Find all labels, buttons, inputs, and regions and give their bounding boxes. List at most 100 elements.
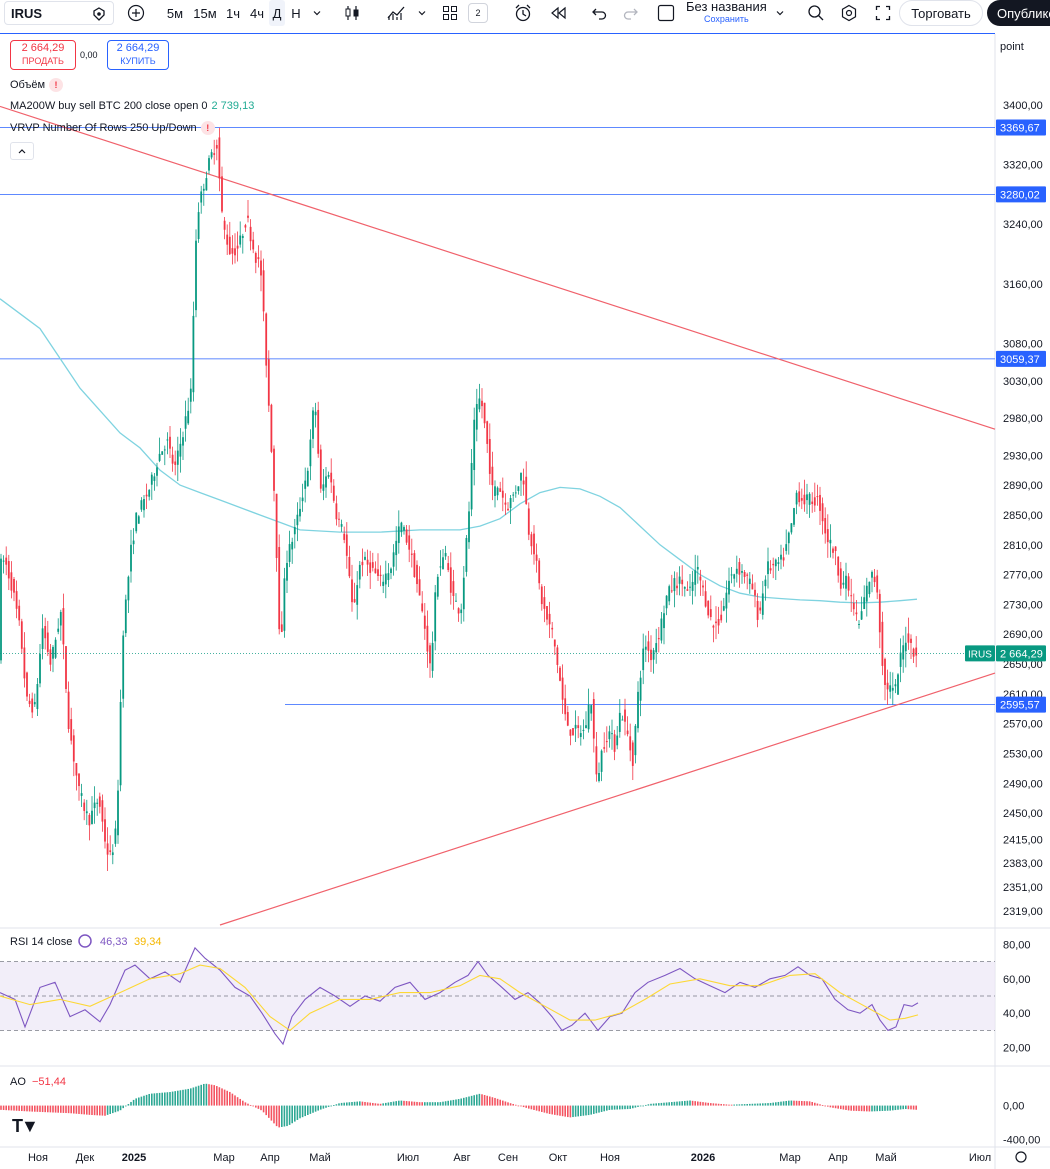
candle-body — [769, 568, 772, 571]
ao-bar — [447, 1100, 449, 1106]
interval-day[interactable]: Д — [269, 0, 285, 26]
interval-1h[interactable]: 1ч — [225, 5, 240, 21]
ao-bar — [694, 1101, 696, 1106]
candle-body — [761, 593, 764, 615]
chevron-down-icon[interactable] — [309, 0, 325, 26]
ao-bar — [723, 1104, 725, 1106]
candle-body — [561, 677, 564, 700]
candle-body — [457, 608, 460, 614]
quick-search-icon[interactable] — [805, 0, 827, 26]
chevron-down-icon[interactable] — [414, 0, 430, 26]
interval-4h[interactable]: 4ч — [249, 5, 264, 21]
candle-body — [764, 579, 767, 587]
trade-button[interactable]: Торговать — [899, 0, 983, 26]
warning-icon[interactable]: ! — [200, 121, 215, 135]
symbol-search[interactable]: IRUS — [4, 1, 114, 25]
candle-body — [538, 560, 541, 584]
candle-body — [262, 270, 265, 312]
candle-body — [348, 556, 351, 577]
ao-bar — [36, 1105, 39, 1112]
sell-button[interactable]: 2 664,29 ПРОДАТЬ — [10, 40, 76, 70]
candle-body — [751, 583, 754, 590]
ao-bar — [41, 1105, 44, 1113]
ao-bar — [366, 1102, 369, 1106]
ao-bar — [335, 1104, 338, 1106]
replay-icon[interactable] — [546, 0, 570, 26]
legend-volume[interactable]: Объём ! — [10, 78, 64, 92]
ao-bar — [275, 1105, 278, 1127]
publish-button[interactable]: Опублико — [987, 0, 1050, 26]
buy-button[interactable]: 2 664,29 КУПИТЬ — [107, 40, 169, 70]
ao-bar — [478, 1093, 481, 1106]
candle-body — [621, 719, 624, 721]
candle-body — [481, 400, 483, 407]
candle-body — [686, 589, 689, 591]
ao-bar — [372, 1102, 374, 1106]
candle-body — [837, 556, 840, 576]
ao-bar — [301, 1105, 304, 1118]
candle-body — [496, 487, 499, 496]
ao-bar — [187, 1088, 189, 1106]
checkbox-icon[interactable] — [655, 0, 677, 26]
ao-bar — [741, 1104, 743, 1106]
candle-body — [678, 576, 681, 584]
price-scale-mode[interactable]: point — [1000, 41, 1024, 53]
interval-5m[interactable]: 5м — [166, 5, 184, 21]
ao-bar — [374, 1103, 377, 1106]
ao-bar — [491, 1097, 494, 1106]
time-tick-label: Май — [875, 1152, 897, 1164]
level-price-tag — [996, 350, 1046, 367]
candle-body — [907, 633, 910, 643]
undo-icon[interactable] — [588, 0, 610, 26]
layout-name[interactable]: Без названия Сохранить — [686, 0, 767, 26]
candle-body — [889, 685, 892, 692]
fullscreen-icon[interactable] — [872, 0, 894, 26]
ao-bar — [421, 1102, 423, 1106]
rsi-tick-label: 80,00 — [1003, 939, 1031, 951]
interval-week[interactable]: Н — [291, 5, 301, 21]
ao-bar — [426, 1102, 429, 1106]
settings-gear-icon[interactable] — [838, 0, 860, 26]
candle-body — [283, 578, 286, 631]
legend-vrvp[interactable]: VRVP Number Of Rows 250 Up/Down ! — [10, 121, 215, 135]
ao-bar — [424, 1102, 426, 1106]
price-tick-label: 3400,00 — [1003, 100, 1043, 112]
ao-bar — [177, 1090, 179, 1106]
candle-body — [637, 691, 639, 729]
layout-grid-icon[interactable] — [440, 0, 460, 26]
buy-label: КУПИТЬ — [120, 56, 156, 66]
level-price-label: 3059,37 — [1000, 354, 1040, 366]
chevron-down-icon[interactable] — [772, 0, 788, 26]
ao-bar — [858, 1105, 860, 1112]
candle-body — [696, 566, 699, 570]
ao-bar — [431, 1102, 434, 1106]
ao-tick-label: -400,00 — [1003, 1134, 1040, 1146]
candle-body — [62, 608, 65, 645]
layout-save-link[interactable]: Сохранить — [704, 14, 749, 24]
time-tick-label: Ноя — [600, 1152, 620, 1164]
warning-icon[interactable]: ! — [49, 78, 64, 92]
candle-body — [314, 411, 317, 416]
candle-body — [600, 750, 603, 772]
collapse-legend-button[interactable] — [10, 142, 34, 160]
alert-clock-icon[interactable] — [511, 0, 535, 26]
level-price-tag — [996, 119, 1046, 136]
chart-canvas[interactable]: 3400,00 3320,00 3240,00 3160,00 3080,00 3030,… — [0, 34, 1050, 1169]
ao-bar — [304, 1105, 306, 1117]
ao-bar — [509, 1103, 512, 1106]
rsi-tick-label: 20,00 — [1003, 1043, 1031, 1055]
layout-count-badge[interactable]: 2 — [468, 3, 488, 23]
candles-icon[interactable] — [341, 0, 363, 26]
ao-bar — [483, 1095, 486, 1106]
add-to-watchlist-icon[interactable] — [91, 6, 107, 25]
interval-15m[interactable]: 15м — [193, 5, 217, 21]
candle-body — [876, 575, 879, 593]
legend-ma[interactable]: MA200W buy sell BTC 200 close open 0 2 7… — [10, 100, 254, 112]
compare-add-icon[interactable] — [124, 0, 148, 26]
redo-icon[interactable] — [620, 0, 642, 26]
candle-body — [847, 576, 850, 591]
ao-bar — [47, 1105, 49, 1113]
indicators-icon[interactable] — [384, 0, 408, 26]
ao-bar — [34, 1105, 36, 1112]
candle-body — [559, 667, 561, 681]
